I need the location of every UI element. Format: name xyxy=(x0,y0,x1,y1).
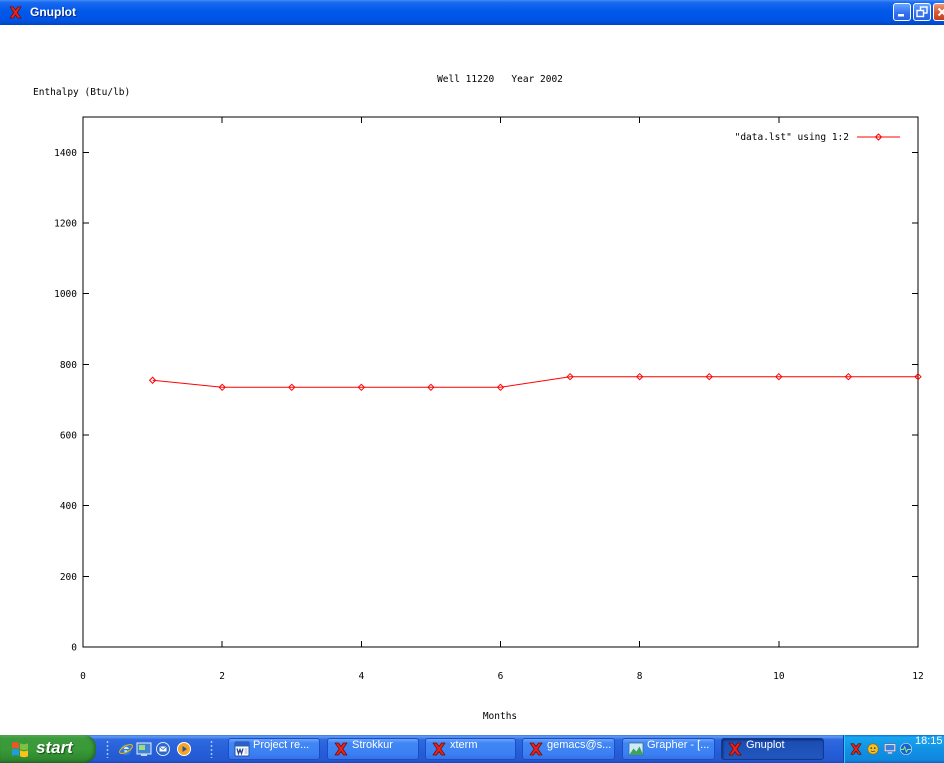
series-line xyxy=(152,376,918,388)
x-axis-label: Months xyxy=(483,711,517,722)
monitor-icon[interactable] xyxy=(883,742,897,756)
axis-ticks: 0 2 4 6 8 10 12 0 200 400 600 800 1000 1200 1400 xyxy=(54,117,924,682)
x-server-icon[interactable] xyxy=(849,742,863,756)
y-tick-label: 200 xyxy=(60,572,77,583)
task-label: Grapher - [... xyxy=(647,739,710,751)
data-point xyxy=(496,383,505,392)
task-button-gemacs[interactable]: gemacs@s... xyxy=(522,738,615,760)
plot-canvas: Well 11220 Year 2002 Enthalpy (Btu/lb) M… xyxy=(33,74,924,722)
taskbar: start xyxy=(0,735,944,763)
x-tick-label: 12 xyxy=(912,671,923,682)
task-button-gnuplot[interactable]: Gnuplot xyxy=(721,738,824,760)
windows-logo-icon xyxy=(10,740,30,758)
data-point xyxy=(288,383,296,392)
status-icon[interactable] xyxy=(866,742,880,756)
gnuplot-icon[interactable] xyxy=(8,5,23,20)
task-label: Gnuplot xyxy=(746,739,785,751)
data-point xyxy=(427,383,435,392)
y-tick-label: 800 xyxy=(60,360,77,371)
data-point xyxy=(705,372,713,381)
data-point xyxy=(218,383,226,392)
window-title: Gnuplot xyxy=(30,5,76,19)
plot-border xyxy=(82,116,919,648)
y-tick-label: 1000 xyxy=(54,289,77,300)
outlook-express-icon[interactable] xyxy=(155,741,171,757)
x-tick-label: 6 xyxy=(498,671,504,682)
data-point xyxy=(914,372,922,381)
media-player-icon[interactable] xyxy=(176,741,192,757)
gnuplot-client-area[interactable]: Well 11220 Year 2002 Enthalpy (Btu/lb) M… xyxy=(0,25,944,735)
quick-launch-grip[interactable] xyxy=(106,740,109,758)
clock[interactable]: 18:15 xyxy=(915,735,943,747)
task-label: gemacs@s... xyxy=(547,739,612,751)
word-document-icon xyxy=(234,741,250,757)
x-tick-label: 8 xyxy=(637,671,643,682)
task-button-strokkur[interactable]: Strokkur xyxy=(327,738,419,760)
close-button[interactable] xyxy=(933,3,944,21)
x-window-icon xyxy=(431,741,447,757)
show-desktop-icon[interactable] xyxy=(136,741,152,757)
x-tick-label: 4 xyxy=(358,671,364,682)
x-tick-label: 0 xyxy=(80,671,86,682)
x-tick-label: 2 xyxy=(219,671,225,682)
task-label: Strokkur xyxy=(352,739,393,751)
data-point xyxy=(148,376,157,384)
title-bar[interactable]: Gnuplot xyxy=(0,0,944,25)
data-point xyxy=(566,372,574,381)
start-button[interactable]: start xyxy=(0,735,96,763)
y-axis-label: Enthalpy (Btu/lb) xyxy=(33,87,130,98)
series-layer xyxy=(148,372,922,392)
minimize-button[interactable] xyxy=(893,3,911,21)
gnuplot-icon xyxy=(727,741,743,757)
task-area-grip[interactable] xyxy=(210,740,213,758)
task-button-project[interactable]: Project re... xyxy=(228,738,320,760)
internet-explorer-icon[interactable] xyxy=(118,741,134,757)
y-tick-label: 1200 xyxy=(54,219,77,230)
x-window-icon xyxy=(333,741,349,757)
legend-marker xyxy=(874,133,883,141)
task-button-xterm[interactable]: xterm xyxy=(425,738,516,760)
y-tick-label: 1400 xyxy=(54,148,77,159)
data-point xyxy=(775,372,783,381)
x-tick-label: 10 xyxy=(773,671,785,682)
start-label: start xyxy=(36,738,73,757)
task-button-grapher[interactable]: Grapher - [... xyxy=(622,738,715,760)
data-point xyxy=(844,372,853,381)
legend: "data.lst" using 1:2 xyxy=(735,132,900,143)
system-tray: 18:15 xyxy=(843,735,944,763)
restore-button[interactable] xyxy=(913,3,931,21)
y-tick-label: 400 xyxy=(60,501,77,512)
y-tick-label: 600 xyxy=(60,431,77,442)
task-label: xterm xyxy=(450,739,478,751)
grapher-icon xyxy=(628,741,644,757)
data-point xyxy=(357,383,366,392)
task-label: Project re... xyxy=(253,739,310,751)
y-tick-label: 0 xyxy=(71,643,77,654)
x-window-icon xyxy=(528,741,544,757)
legend-label: "data.lst" using 1:2 xyxy=(735,132,849,143)
chart-title: Well 11220 Year 2002 xyxy=(437,74,563,85)
network-activity-icon[interactable] xyxy=(899,742,913,756)
data-point xyxy=(635,372,644,381)
